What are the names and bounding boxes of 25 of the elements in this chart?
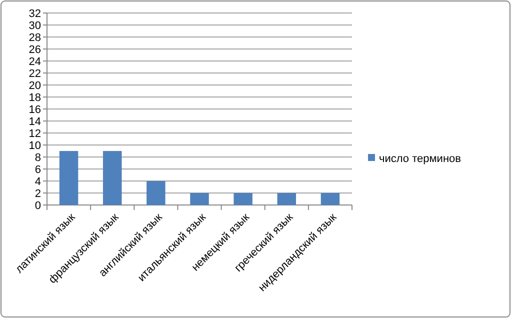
- bar: [190, 193, 209, 205]
- y-tick-label: 20: [28, 80, 41, 92]
- y-tick-label: 32: [28, 8, 41, 20]
- y-tick-label: 16: [28, 104, 41, 116]
- y-tick-label: 28: [28, 32, 41, 44]
- y-tick-label: 24: [28, 56, 41, 68]
- legend-label: число терминов: [379, 152, 462, 165]
- bar: [102, 151, 122, 205]
- y-tick-label: 8: [34, 152, 41, 164]
- y-tick-label: 26: [28, 44, 41, 56]
- bar: [234, 193, 252, 205]
- y-tick-label: 10: [28, 140, 41, 152]
- y-tick-label: 6: [34, 164, 41, 176]
- y-tick-label: 22: [28, 68, 41, 80]
- y-tick-label: 18: [28, 92, 41, 104]
- bar: [277, 193, 296, 205]
- bar: [59, 151, 78, 205]
- bar: [320, 193, 340, 205]
- y-tick-label: 4: [34, 176, 41, 188]
- y-tick-label: 14: [28, 116, 41, 128]
- y-tick-label: 2: [34, 188, 41, 200]
- y-tick-label: 30: [28, 20, 41, 32]
- y-tick-label: 12: [28, 128, 41, 140]
- y-tick-label: 0: [34, 200, 41, 212]
- bar: [146, 181, 166, 205]
